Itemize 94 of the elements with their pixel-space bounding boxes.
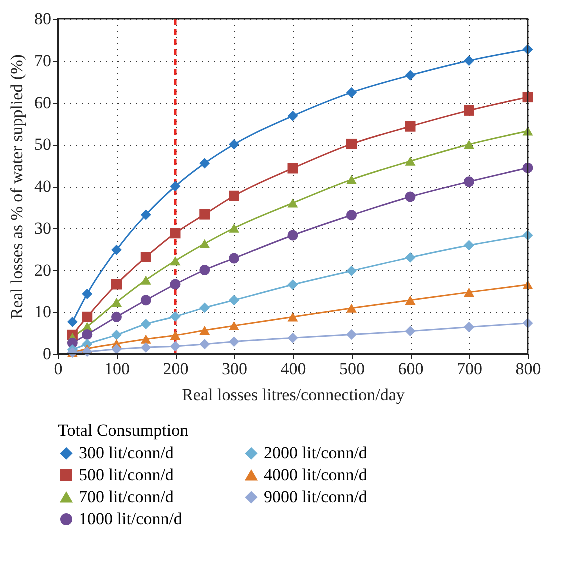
point [82, 330, 93, 340]
point [288, 312, 298, 322]
point [405, 70, 416, 81]
x-tick-label: 300 [222, 360, 248, 378]
point [288, 230, 298, 241]
point [229, 139, 240, 150]
point [140, 252, 152, 263]
point [464, 176, 474, 188]
point [200, 302, 210, 314]
y-tick-label: 40 [34, 177, 52, 196]
point [112, 344, 122, 355]
y-axis-title: Real losses as % of water supplied (%) [8, 54, 26, 320]
point [170, 279, 181, 290]
point [405, 121, 416, 132]
legend-label: 300 lit/conn/d [79, 444, 174, 463]
point [200, 239, 210, 248]
point [346, 175, 357, 184]
point [140, 342, 152, 353]
x-tick-label: 700 [457, 360, 482, 378]
point [112, 279, 122, 290]
point [229, 295, 240, 306]
legend-label: 700 lit/conn/d [79, 488, 174, 506]
point [170, 311, 181, 322]
point [464, 56, 474, 66]
point [112, 312, 122, 322]
point [82, 288, 93, 300]
point [67, 316, 78, 328]
point [82, 312, 93, 322]
point [112, 330, 122, 340]
point [288, 332, 298, 344]
x-tick-label: 400 [280, 360, 306, 378]
x-tick-label: 600 [398, 360, 424, 378]
point [170, 331, 181, 340]
point [140, 319, 152, 330]
point [405, 252, 416, 263]
point [464, 140, 474, 150]
legend-title: Total Consumption [58, 421, 190, 440]
point [200, 265, 210, 276]
point [346, 138, 357, 150]
point [229, 321, 240, 330]
point [288, 110, 298, 122]
point [405, 296, 416, 305]
point [288, 198, 298, 208]
point [405, 326, 416, 337]
x-axis-title: Real losses litres/connection/day [182, 386, 406, 404]
point [288, 163, 298, 174]
y-tick-label: 20 [34, 260, 52, 280]
point [229, 336, 240, 348]
point [170, 256, 181, 266]
point [112, 244, 122, 256]
point [200, 209, 210, 220]
legend-label: 9000 lit/conn/d [264, 488, 368, 506]
y-tick-label: 50 [34, 135, 52, 154]
point [346, 87, 357, 98]
x-tick-label: 500 [340, 360, 365, 378]
y-tick-label: 70 [34, 51, 52, 70]
legend-label: 2000 lit/conn/d [264, 444, 368, 463]
legend-label: 4000 lit/conn/d [264, 466, 368, 484]
point [140, 334, 152, 344]
point [464, 240, 474, 251]
point [200, 339, 210, 350]
legend-label: 1000 lit/conn/d [79, 510, 183, 528]
x-tick-label: 100 [104, 360, 130, 378]
point [405, 156, 416, 166]
y-tick-label: 80 [34, 10, 52, 28]
point [140, 295, 152, 306]
point [464, 322, 474, 332]
point [140, 210, 152, 220]
legend-label: 500 lit/conn/d [79, 466, 174, 484]
x-tick-label: 800 [516, 360, 542, 378]
point [288, 280, 298, 290]
point [346, 329, 357, 340]
point [346, 304, 357, 313]
point [200, 158, 210, 169]
point [200, 326, 210, 336]
point [112, 298, 122, 308]
y-tick-label: 30 [34, 218, 52, 238]
point [405, 192, 416, 202]
point [229, 190, 240, 202]
point [346, 266, 357, 276]
y-tick-label: 60 [34, 93, 52, 112]
point [140, 276, 152, 285]
x-tick-label: 0 [54, 360, 63, 378]
point [464, 105, 474, 116]
y-tick-label: 10 [34, 302, 52, 322]
point [346, 210, 357, 221]
x-tick-label: 200 [163, 360, 189, 378]
point [170, 228, 181, 239]
point [229, 224, 240, 233]
point [464, 288, 474, 297]
point [170, 181, 181, 192]
y-tick-label: 0 [43, 344, 52, 364]
point [170, 341, 181, 352]
point [229, 253, 240, 264]
